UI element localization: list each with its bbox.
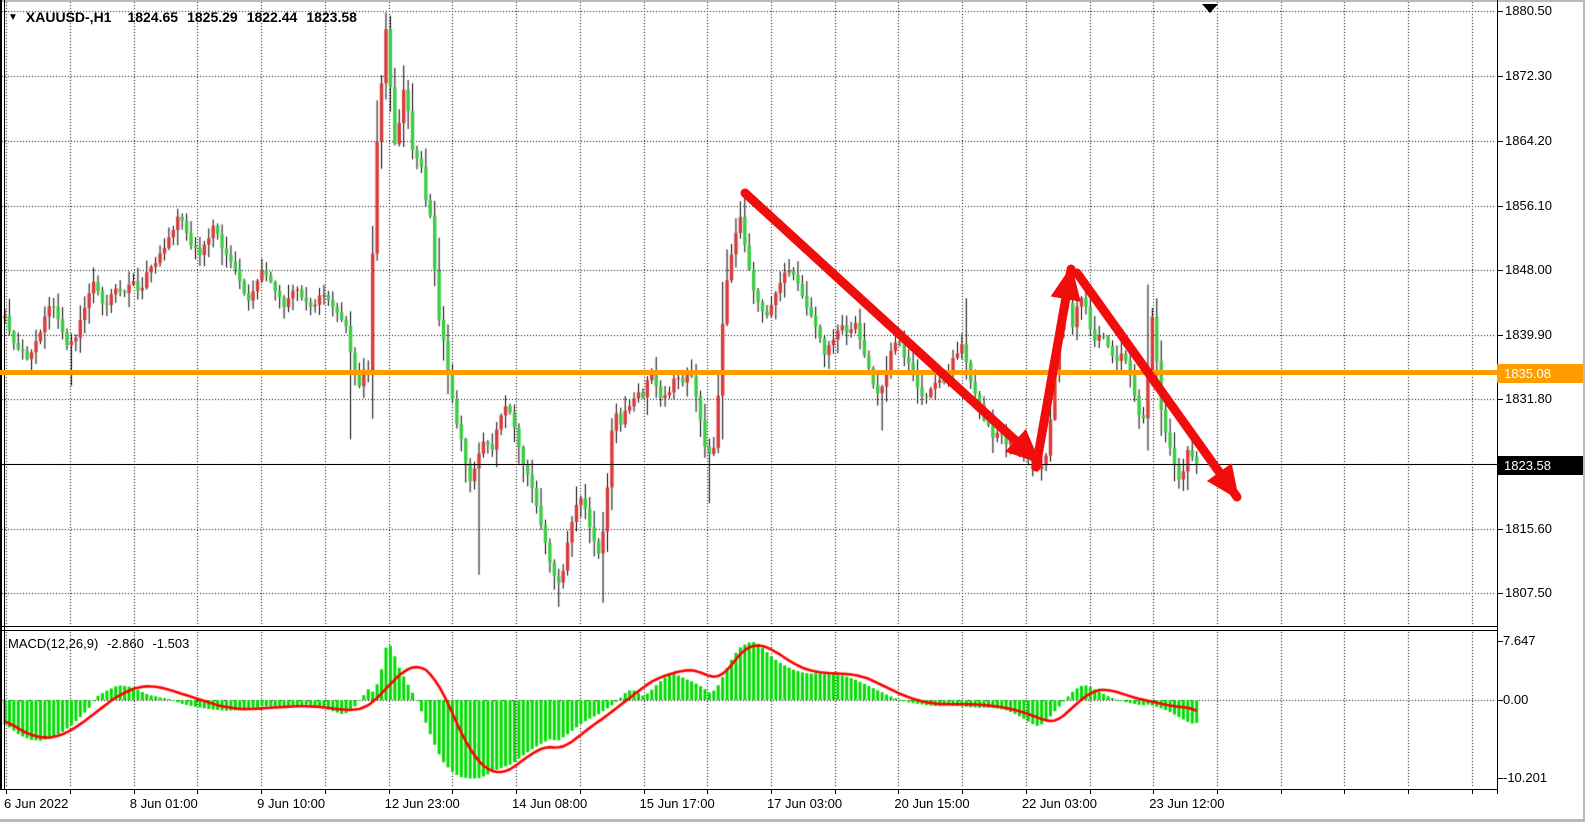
current-price-tag[interactable]: 1823.58 <box>1497 456 1583 475</box>
time-axis-tick <box>70 790 71 794</box>
price-axis-tick <box>1497 335 1503 336</box>
time-axis-tick <box>1153 790 1154 794</box>
time-axis-tick <box>197 790 198 794</box>
time-axis-tick <box>452 790 453 794</box>
ohlc-low: 1822.44 <box>246 9 298 25</box>
price-axis-label: 1856.10 <box>1505 197 1552 213</box>
time-axis-label: 8 Jun 01:00 <box>129 796 198 811</box>
macd-axis-tick <box>1497 700 1503 701</box>
time-axis-tick <box>1090 790 1091 794</box>
time-axis-tick <box>1217 790 1218 794</box>
window-bottom-edge <box>0 819 1585 822</box>
time-axis-tick <box>707 790 708 794</box>
time-axis-tick <box>261 790 262 794</box>
price-axis-label: 1815.60 <box>1505 520 1552 536</box>
current-price-line <box>0 464 1497 465</box>
trend-arrow-down-2[interactable] <box>1072 268 1242 502</box>
time-axis-tick <box>644 790 645 794</box>
time-axis-border <box>0 789 1497 790</box>
macd-axis-tick <box>1497 641 1503 642</box>
price-axis-tick <box>1497 141 1503 142</box>
price-axis-tick <box>1497 270 1503 271</box>
time-axis-label: 6 Jun 2022 <box>4 796 69 811</box>
ohlc-open: 1824.65 <box>127 9 179 25</box>
chart-shift-marker-icon[interactable] <box>1202 4 1218 13</box>
time-axis-tick <box>516 790 517 794</box>
price-axis-label: 1807.50 <box>1505 585 1552 601</box>
price-axis-tick <box>1497 76 1503 77</box>
price-axis-label: 1831.80 <box>1505 391 1552 407</box>
price-axis-label: 1848.00 <box>1505 262 1552 278</box>
macd-name: MACD(12,26,9) <box>8 636 99 651</box>
macd-indicator-canvas[interactable] <box>0 631 1497 789</box>
time-axis-label: 14 Jun 08:00 <box>512 796 588 811</box>
price-axis-tick <box>1497 593 1503 594</box>
macd-scale-max: 7.647 <box>1503 633 1536 648</box>
trend-arrows-layer <box>740 188 1242 502</box>
window-top-edge <box>0 0 1585 2</box>
macd-main-value: -2.860 <box>106 636 144 651</box>
trend-arrow-down-1[interactable] <box>740 188 1043 466</box>
time-axis-tick <box>1344 790 1345 794</box>
macd-axis-tick <box>1497 778 1503 779</box>
price-axis-label: 1839.90 <box>1505 326 1552 342</box>
symbol-dropdown-icon[interactable]: ▼ <box>8 11 18 23</box>
price-axis-tick <box>1497 399 1503 400</box>
macd-scale-zero: 0.00 <box>1503 692 1529 707</box>
time-axis-label: 22 Jun 03:00 <box>1021 796 1097 811</box>
price-axis-label: 1872.30 <box>1505 68 1552 84</box>
macd-scale-min: -10.201 <box>1503 770 1548 785</box>
time-axis-label: 12 Jun 23:00 <box>384 796 460 811</box>
time-axis-tick <box>962 790 963 794</box>
trend-arrow-up[interactable] <box>1031 264 1081 472</box>
time-axis-tick <box>771 790 772 794</box>
price-axis-label: 1864.20 <box>1505 132 1552 148</box>
ohlc-close: 1823.58 <box>306 9 357 25</box>
level-price-tag[interactable]: 1835.08 <box>1497 364 1583 383</box>
chart-left-border <box>4 0 5 790</box>
time-axis-tick <box>580 790 581 794</box>
macd-label: MACD(12,26,9) -2.860 -1.503 <box>8 636 194 651</box>
time-axis-label: 23 Jun 12:00 <box>1149 796 1225 811</box>
pane-separator-top[interactable] <box>0 626 1497 627</box>
horizontal-level-line[interactable] <box>0 370 1497 375</box>
time-axis-label: 17 Jun 03:00 <box>766 796 843 811</box>
price-axis-tick <box>1497 529 1503 530</box>
time-axis-tick <box>1408 790 1409 794</box>
symbol-period-label: XAUUSD-,H1 <box>25 9 112 25</box>
macd-signal-value: -1.503 <box>152 636 190 651</box>
time-axis-tick <box>6 790 7 794</box>
time-axis-tick <box>1281 790 1282 794</box>
price-scale-border <box>1497 0 1498 794</box>
time-axis-tick <box>389 790 390 794</box>
time-axis-tick <box>835 790 836 794</box>
time-axis-tick <box>134 790 135 794</box>
time-axis-label: 15 Jun 17:00 <box>639 796 715 811</box>
price-chart-canvas[interactable] <box>0 0 1497 631</box>
window-left-edge <box>0 0 2 790</box>
window-right-edge <box>1583 0 1585 822</box>
ohlc-high: 1825.29 <box>187 9 238 25</box>
time-axis-label: 20 Jun 15:00 <box>894 796 970 811</box>
price-axis-tick <box>1497 206 1503 207</box>
time-axis-tick <box>325 790 326 794</box>
time-axis-tick <box>1026 790 1027 794</box>
chart-title: ▼ XAUUSD-,H1 1824.65 1825.29 1822.44 182… <box>8 9 366 25</box>
time-axis-label: 9 Jun 10:00 <box>257 796 326 811</box>
price-axis-tick <box>1497 11 1503 12</box>
price-axis-label: 1880.50 <box>1505 3 1552 18</box>
time-axis-tick <box>898 790 899 794</box>
time-axis-tick <box>1472 790 1473 794</box>
pane-separator-bottom[interactable] <box>0 630 1497 631</box>
